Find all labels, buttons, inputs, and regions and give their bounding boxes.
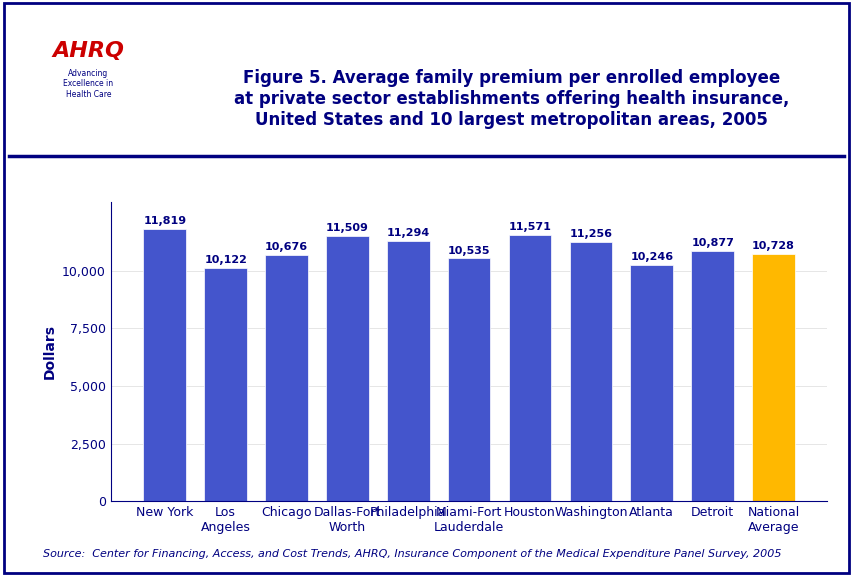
- Text: 10,728: 10,728: [751, 241, 794, 251]
- Y-axis label: Dollars: Dollars: [43, 324, 56, 379]
- Text: Figure 5. Average family premium per enrolled employee
at private sector establi: Figure 5. Average family premium per enr…: [233, 69, 789, 128]
- Text: 10,246: 10,246: [630, 252, 672, 262]
- Bar: [569, 242, 612, 501]
- Text: 10,877: 10,877: [690, 238, 734, 248]
- Bar: [630, 265, 672, 501]
- Text: AHRQ: AHRQ: [52, 41, 124, 61]
- Text: 10,676: 10,676: [265, 242, 308, 252]
- Text: 11,819: 11,819: [143, 216, 186, 226]
- Text: 11,509: 11,509: [325, 223, 368, 233]
- Bar: [204, 268, 247, 501]
- Text: 11,571: 11,571: [508, 222, 550, 232]
- Bar: [143, 229, 186, 501]
- Text: Advancing
Excellence in
Health Care: Advancing Excellence in Health Care: [63, 69, 113, 98]
- Text: 11,294: 11,294: [386, 228, 429, 238]
- Text: Source:  Center for Financing, Access, and Cost Trends, AHRQ, Insurance Componen: Source: Center for Financing, Access, an…: [43, 549, 780, 559]
- Bar: [325, 236, 368, 501]
- Bar: [751, 254, 794, 501]
- Text: 10,535: 10,535: [447, 245, 490, 256]
- Bar: [265, 255, 308, 501]
- Bar: [387, 241, 429, 501]
- Text: 11,256: 11,256: [569, 229, 612, 239]
- Bar: [508, 234, 550, 501]
- Bar: [690, 251, 733, 501]
- Bar: [447, 259, 490, 501]
- Text: 10,122: 10,122: [204, 255, 247, 265]
